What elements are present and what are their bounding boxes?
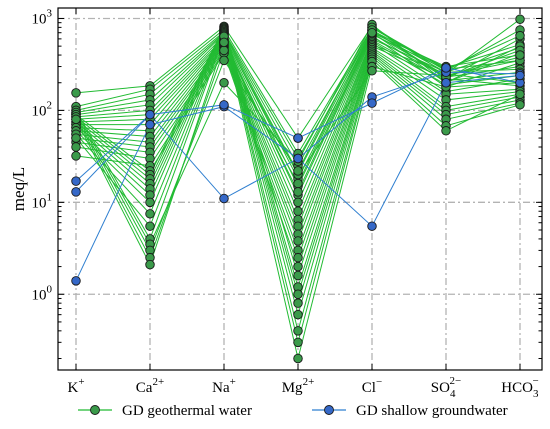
y-axis-ticks: 100 101 102 103 xyxy=(32,7,542,360)
data-point xyxy=(293,337,303,348)
x-tick-label: Cl− xyxy=(362,376,382,396)
data-point xyxy=(293,289,303,300)
x-tick-label: Mg2+ xyxy=(282,376,315,396)
data-point xyxy=(293,166,303,176)
data-point xyxy=(219,193,229,204)
data-point xyxy=(293,221,303,231)
data-point xyxy=(145,109,155,120)
data-point xyxy=(71,88,81,98)
y-tick-label: 101 xyxy=(32,191,53,211)
x-tick-label: HCO3− xyxy=(501,375,539,400)
data-point xyxy=(293,236,303,246)
data-point xyxy=(71,114,81,125)
data-point xyxy=(293,353,303,364)
y-tick-label: 103 xyxy=(32,7,53,27)
data-point xyxy=(71,133,81,143)
data-point xyxy=(515,14,525,25)
x-axis-ticks: K+ Ca2+ Na+ Mg2+ Cl− SO42− HCO3− xyxy=(67,8,539,400)
data-point xyxy=(293,252,303,263)
data-point xyxy=(367,221,377,231)
data-point xyxy=(293,326,303,336)
series-points xyxy=(71,14,525,364)
data-point xyxy=(515,70,525,81)
data-point xyxy=(367,65,377,76)
data-point xyxy=(515,30,525,41)
legend-label: GD geothermal water xyxy=(122,403,252,419)
x-tick-label: Ca2+ xyxy=(136,376,164,396)
data-point xyxy=(71,187,81,197)
data-point xyxy=(293,261,303,272)
data-point xyxy=(145,209,155,219)
data-point xyxy=(293,309,303,320)
x-tick-label: Na+ xyxy=(212,376,236,396)
data-point xyxy=(219,100,229,110)
legend-swatch-marker xyxy=(90,405,100,415)
data-point xyxy=(293,206,303,216)
data-point xyxy=(293,298,303,308)
legend-label: GD shallow groundwater xyxy=(356,403,508,419)
x-tick-label: SO42− xyxy=(431,375,461,400)
data-point xyxy=(71,142,81,152)
data-point xyxy=(515,50,525,60)
y-axis-label: meq/L xyxy=(9,167,28,211)
data-point xyxy=(293,187,303,197)
data-point xyxy=(293,197,303,208)
plot-frame xyxy=(57,7,543,371)
data-point xyxy=(71,276,81,286)
data-point xyxy=(441,126,451,136)
y-tick-label: 102 xyxy=(32,99,53,119)
data-point xyxy=(441,77,451,88)
x-tick-label: K+ xyxy=(67,376,84,396)
data-point xyxy=(293,133,303,143)
data-point xyxy=(293,270,303,281)
data-point xyxy=(219,77,229,88)
legend: GD geothermal water GD shallow groundwate… xyxy=(78,403,508,419)
data-point xyxy=(515,100,525,110)
legend-swatch-marker xyxy=(324,405,334,415)
data-point xyxy=(145,119,155,130)
data-point xyxy=(367,98,377,108)
data-point xyxy=(515,89,525,99)
data-point xyxy=(71,151,81,161)
data-point xyxy=(367,27,377,38)
data-point xyxy=(145,221,155,231)
data-point xyxy=(219,55,229,66)
data-point xyxy=(441,63,451,73)
data-point xyxy=(145,259,155,270)
data-point xyxy=(293,153,303,164)
data-point xyxy=(293,178,303,189)
data-point xyxy=(219,45,229,56)
y-tick-label: 100 xyxy=(32,283,53,303)
data-point xyxy=(71,176,81,186)
data-point xyxy=(219,37,229,48)
data-point xyxy=(145,197,155,208)
